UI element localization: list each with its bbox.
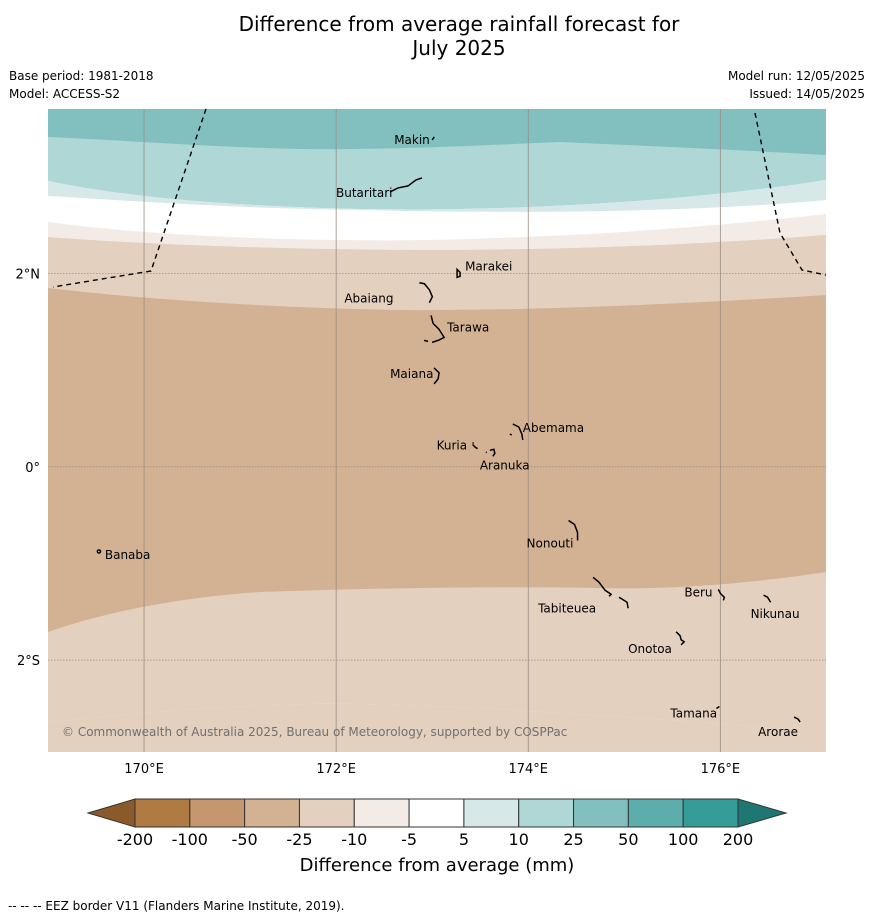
island-makin <box>431 136 435 141</box>
map-area: Makin Butaritari Marakei Abaiang Tarawa Maian… <box>48 109 826 752</box>
island-kuria <box>472 441 478 450</box>
lat-tick-label: 0° <box>25 461 40 476</box>
issued-text: Issued: 14/05/2025 <box>749 87 865 101</box>
colorbar-tick-label: -200 <box>117 830 153 849</box>
place-label-arorae: Arorae <box>758 725 798 739</box>
place-label-banaba: Banaba <box>105 548 151 562</box>
colorbar-segment <box>408 798 465 828</box>
eez-legend-footnote: -- -- -- EEZ border V11 (Flanders Marine… <box>8 899 345 913</box>
place-label-tamana: Tamana <box>669 706 717 720</box>
eez-border-east <box>754 112 826 276</box>
lon-tick-label: 172°E <box>316 762 356 777</box>
island-tabiteuea <box>592 576 629 609</box>
colorbar-segment <box>244 798 300 828</box>
place-label-maiana: Maiana <box>390 367 433 381</box>
place-label-beru: Beru <box>684 585 712 599</box>
island-abemama <box>509 423 524 441</box>
graticule <box>48 109 826 752</box>
island-abaiang <box>419 281 434 304</box>
island-nikunau <box>763 594 772 603</box>
model-run-text: Model run: 12/05/2025 <box>727 69 865 83</box>
chart-title: Difference from average rainfall forecas… <box>0 12 873 60</box>
colorbar-segment <box>189 798 246 828</box>
place-label-onotoa: Onotoa <box>628 642 672 656</box>
island-arorae <box>793 716 801 723</box>
colorbar-tick-label: -50 <box>232 830 258 849</box>
island-nonouti <box>568 519 579 541</box>
island-beru <box>717 589 726 601</box>
island-aranuka <box>485 448 496 457</box>
colorbar-segment <box>463 798 520 828</box>
lon-tick-label: 174°E <box>508 762 548 777</box>
island-tarawa <box>423 315 446 344</box>
model-text: Model: ACCESS-S2 <box>9 87 121 101</box>
colorbar-tick-label: 50 <box>618 830 638 849</box>
colorbar-extend-low <box>86 798 136 828</box>
place-label-abaiang: Abaiang <box>344 292 393 306</box>
colorbar-segment <box>627 798 684 828</box>
island-maiana <box>433 367 440 385</box>
band-10-to-25 <box>48 180 826 212</box>
place-label-tabiteuea: Tabiteuea <box>537 601 596 615</box>
island-outlines <box>96 136 801 723</box>
colorbar-title: Difference from average (mm) <box>300 855 575 876</box>
place-label-makin: Makin <box>394 133 430 147</box>
colorbar-tick-label: 10 <box>509 830 529 849</box>
copyright-text: © Commonwealth of Australia 2025, Bureau… <box>62 725 567 739</box>
place-label-nikunau: Nikunau <box>751 607 800 621</box>
colorbar-segment <box>298 798 355 828</box>
band-50-to-100 <box>48 109 826 155</box>
place-label-kuria: Kuria <box>437 439 468 453</box>
meta-left: Base period: 1981-2018 Model: ACCESS-S2 <box>9 67 154 103</box>
lat-tick-label: 2°N <box>16 267 41 282</box>
lat-tick-label: 2°S <box>17 654 40 669</box>
band-minus-10-to-minus-5-north <box>48 214 826 250</box>
colorbar-segment <box>134 798 191 828</box>
place-labels: Makin Butaritari Marakei Abaiang Tarawa Maian… <box>105 133 800 739</box>
place-label-aranuka: Aranuka <box>480 458 530 472</box>
eez-border-west <box>52 109 207 288</box>
island-onotoa <box>675 631 686 646</box>
colorbar-tick-label: 100 <box>668 830 699 849</box>
island-banaba <box>96 549 102 554</box>
colorbar-segment <box>573 798 629 828</box>
place-label-abemama: Abemama <box>523 421 584 435</box>
eez-border <box>52 109 826 288</box>
lon-tick-label: 170°E <box>124 762 164 777</box>
place-label-butaritari: Butaritari <box>336 186 393 200</box>
lon-tick-label: 176°E <box>701 762 741 777</box>
place-label-marakei: Marakei <box>465 259 512 273</box>
colorbar-tick-label: 5 <box>459 830 469 849</box>
colorbar-tick-label: -25 <box>286 830 312 849</box>
band-minus-50-to-minus-25 <box>48 288 826 632</box>
axis-labels: 170°E 172°E 174°E 176°E 2°N 0° 2°S <box>16 267 741 777</box>
colorbar: -200 -100 -50 -25 -10 -5 5 10 25 50 100 200 <box>86 798 788 849</box>
colorbar-segment <box>518 798 575 828</box>
colorbar-tick-label: -10 <box>341 830 367 849</box>
colorbar-extend-high <box>737 798 788 828</box>
island-tamana <box>716 705 720 710</box>
colorbar-tick-label: -5 <box>401 830 417 849</box>
colorbar-tick-label: 25 <box>563 830 583 849</box>
island-marakei <box>456 267 461 279</box>
colorbar-segment <box>682 798 739 828</box>
place-label-nonouti: Nonouti <box>527 537 574 551</box>
base-period-text: Base period: 1981-2018 <box>9 69 154 83</box>
meta-right: Model run: 12/05/2025 Issued: 14/05/2025 <box>728 67 865 103</box>
title-line-2: July 2025 <box>412 36 506 60</box>
place-label-tarawa: Tarawa <box>446 320 489 334</box>
colorbar-tick-label: -100 <box>172 830 208 849</box>
island-butaritari <box>389 177 423 193</box>
colorbar-segment <box>353 798 410 828</box>
colorbar-tick-label: 200 <box>723 830 754 849</box>
title-line-1: Difference from average rainfall forecas… <box>238 12 680 36</box>
